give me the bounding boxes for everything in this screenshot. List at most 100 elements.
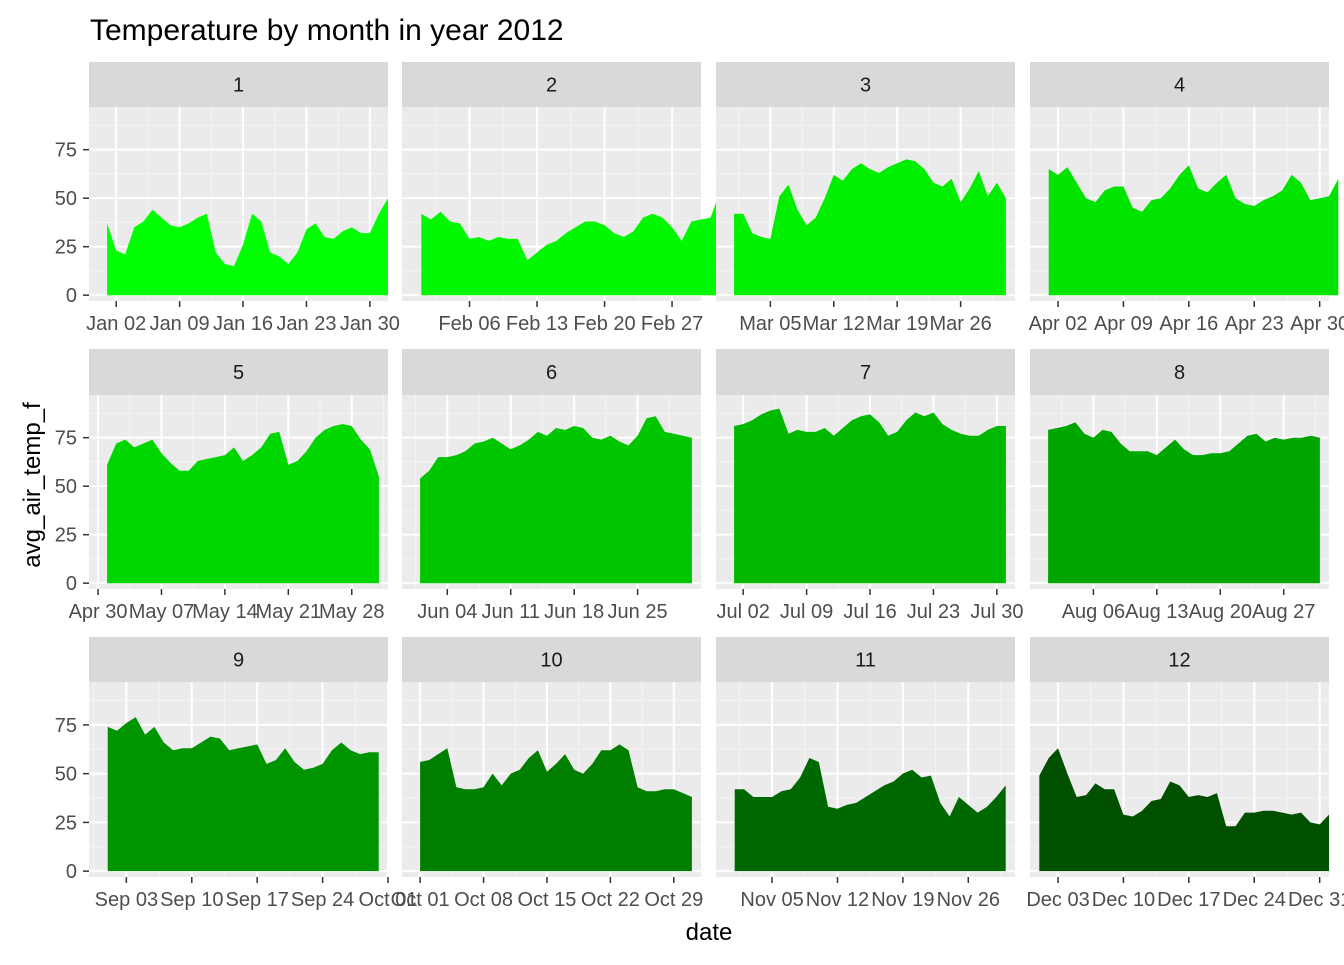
x-tick-label: Mar 26 — [930, 313, 992, 335]
chart-title: Temperature by month in year 2012 — [90, 14, 564, 47]
x-tick-label: Oct 15 — [518, 889, 577, 911]
x-tick-label: Jan 23 — [276, 313, 336, 335]
y-tick-label: 75 — [55, 715, 77, 737]
area-series-month-10 — [420, 744, 692, 872]
x-tick-label: Apr 30 — [1290, 313, 1344, 335]
x-tick-label: Sep 24 — [291, 889, 354, 911]
x-tick-label: Nov 26 — [937, 889, 1000, 911]
x-tick-label: May 21 — [256, 601, 322, 623]
x-tick-label: Jan 16 — [213, 313, 273, 335]
x-tick-label: Apr 23 — [1225, 313, 1284, 335]
x-tick-label: Apr 30 — [69, 601, 128, 623]
x-tick-label: Nov 12 — [806, 889, 869, 911]
facet-panel-9: 9 Sep 03 Sep 10 Sep 17 Sep 24 Oct 01 0 25 50 75 — [55, 637, 417, 911]
x-tick-label: Sep 03 — [95, 889, 158, 911]
area-series-month-6 — [420, 416, 692, 584]
facet-strip-4 — [1030, 62, 1329, 107]
facet-strip-11 — [716, 637, 1015, 682]
facet-strip-7 — [716, 349, 1015, 395]
facet-strip-label-6: 6 — [546, 362, 557, 384]
x-tick-label: Jul 30 — [970, 601, 1023, 623]
facet-panel-11: 11 Nov 05 Nov 12 Nov 19 Nov 26 — [716, 637, 1015, 911]
facet-strip-9 — [89, 637, 388, 682]
area-series-month-7 — [734, 408, 1006, 584]
y-tick-label: 0 — [66, 861, 77, 883]
x-tick-label: Mar 12 — [803, 313, 865, 335]
x-tick-label: Oct 01 — [391, 889, 450, 911]
x-tick-label: Jan 30 — [340, 313, 400, 335]
y-tick-label: 0 — [66, 573, 77, 595]
area-series-month-11 — [734, 758, 1006, 872]
x-tick-label: Jul 09 — [780, 601, 833, 623]
x-tick-label: Jul 02 — [716, 601, 769, 623]
x-tick-label: Feb 27 — [641, 313, 703, 335]
x-tick-label: Nov 05 — [740, 889, 803, 911]
y-tick-label: 25 — [55, 525, 77, 547]
x-axis-title: date — [686, 919, 733, 946]
area-series-month-4 — [1048, 165, 1339, 296]
x-tick-label: Mar 05 — [739, 313, 801, 335]
x-tick-label: Jun 25 — [608, 601, 668, 623]
facet-strip-10 — [402, 637, 701, 682]
facet-strip-2 — [402, 62, 701, 107]
area-series-month-1 — [107, 198, 388, 296]
x-tick-label: Dec 24 — [1223, 889, 1286, 911]
x-tick-label: Feb 13 — [506, 313, 568, 335]
x-tick-label: Jan 02 — [86, 313, 146, 335]
area-series-month-2 — [421, 190, 721, 296]
x-tick-label: Jun 18 — [544, 601, 604, 623]
facet-strip-label-2: 2 — [546, 75, 557, 97]
x-tick-label: Mar 19 — [866, 313, 928, 335]
y-tick-label: 75 — [55, 428, 77, 450]
facet-strip-label-1: 1 — [233, 75, 244, 97]
x-tick-label: Sep 10 — [160, 889, 223, 911]
facet-strip-12 — [1030, 637, 1329, 682]
x-tick-label: Apr 09 — [1094, 313, 1153, 335]
x-tick-label: Dec 03 — [1026, 889, 1089, 911]
x-tick-label: Nov 19 — [871, 889, 934, 911]
y-tick-label: 50 — [55, 764, 77, 786]
x-tick-label: Aug 20 — [1189, 601, 1252, 623]
facet-strip-6 — [402, 349, 701, 395]
x-tick-label: Dec 17 — [1157, 889, 1220, 911]
facet-panel-8: 8 Aug 06 Aug 13 Aug 20 Aug 27 — [1030, 349, 1329, 623]
facet-panel-1: 1 Jan 02 Jan 09 Jan 16 Jan 23 Jan 30 0 25 50 75 — [55, 62, 400, 335]
area-series-month-5 — [107, 424, 379, 584]
facet-strip-label-5: 5 — [233, 362, 244, 384]
x-tick-label: Aug 06 — [1062, 601, 1125, 623]
x-tick-label: Dec 10 — [1092, 889, 1155, 911]
facet-strip-label-7: 7 — [860, 362, 871, 384]
x-tick-label: Oct 08 — [454, 889, 513, 911]
x-tick-label: Apr 16 — [1159, 313, 1218, 335]
x-tick-label: Sep 17 — [225, 889, 288, 911]
area-series-month-8 — [1048, 422, 1320, 584]
x-tick-label: May 07 — [129, 601, 195, 623]
area-series-month-12 — [1039, 748, 1329, 872]
facet-panel-4: 4 Apr 02 Apr 09 Apr 16 Apr 23 Apr 30 — [1029, 62, 1344, 335]
area-series-month-9 — [107, 717, 379, 872]
x-tick-label: Jun 11 — [481, 601, 540, 623]
x-tick-label: Apr 02 — [1029, 313, 1088, 335]
facet-strip-label-9: 9 — [233, 650, 244, 672]
x-tick-label: Jul 23 — [907, 601, 960, 623]
facet-strip-label-10: 10 — [540, 650, 562, 672]
facet-strip-5 — [89, 349, 388, 395]
facet-panel-6: 6 Jun 04 Jun 11 Jun 18 Jun 25 — [402, 349, 701, 623]
x-tick-label: Jun 04 — [417, 601, 477, 623]
facet-strip-3 — [716, 62, 1015, 107]
facet-strip-1 — [89, 62, 388, 107]
x-tick-label: May 28 — [319, 601, 385, 623]
facet-strip-label-3: 3 — [860, 75, 871, 97]
x-tick-label: Feb 20 — [573, 313, 635, 335]
y-axis-title: avg_air_temp_f — [19, 402, 46, 568]
y-tick-label: 25 — [55, 237, 77, 259]
facet-panel-2: 2 Feb 06 Feb 13 Feb 20 Feb 27 — [402, 62, 721, 335]
x-tick-label: Feb 06 — [438, 313, 500, 335]
facet-strip-label-8: 8 — [1174, 362, 1185, 384]
y-tick-label: 0 — [66, 285, 77, 307]
